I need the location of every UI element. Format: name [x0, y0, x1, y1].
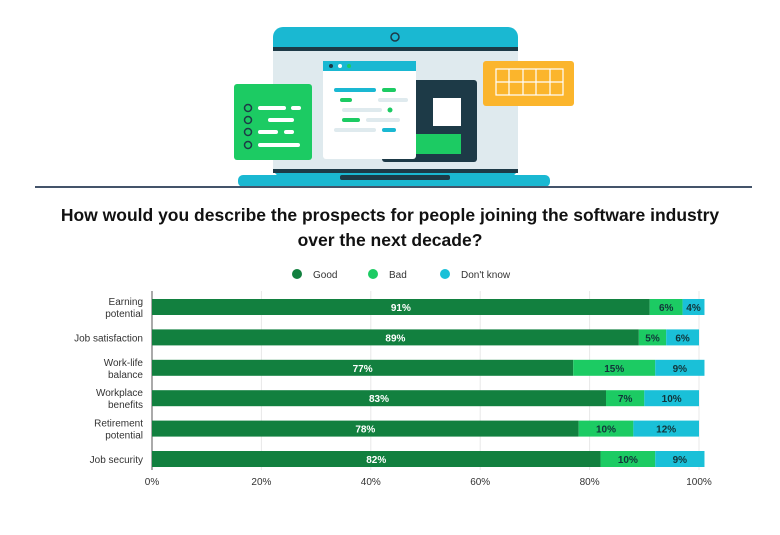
bar-segment-bad [600, 451, 656, 467]
legend-label-2: Don't know [461, 270, 511, 281]
bar-segment-bad [573, 359, 656, 376]
x-tick-label: 60% [470, 477, 490, 488]
data-label: 4% [686, 303, 701, 314]
bar-segment-bad [649, 299, 683, 315]
category-label: Job satisfaction [74, 333, 143, 344]
bar-segment-don-t-know [655, 359, 705, 376]
legend-swatch-0 [292, 269, 302, 279]
data-label: 7% [618, 394, 633, 405]
data-label: 12% [656, 425, 676, 436]
bar-segment-good [152, 390, 607, 407]
data-label: 10% [596, 425, 616, 436]
x-tick-label: 100% [686, 477, 712, 488]
data-label: 9% [673, 455, 688, 466]
separator-line [35, 186, 752, 188]
x-tick-label: 20% [251, 477, 271, 488]
bar-segment-bad [578, 420, 634, 437]
data-label: 5% [645, 333, 660, 344]
bar-segment-good [152, 420, 579, 437]
chart-title: How would you describe the prospects for… [60, 205, 720, 250]
data-label: 6% [659, 303, 674, 314]
data-label: 10% [662, 394, 682, 405]
bar-segment-good [152, 451, 601, 467]
data-label: 10% [618, 455, 638, 466]
legend-label-1: Bad [389, 270, 407, 281]
bar-segment-don-t-know [682, 299, 705, 315]
bar-segment-bad [638, 329, 667, 346]
laptop-illustration [234, 27, 574, 187]
data-label: 77% [353, 364, 373, 375]
bar-segment-good [152, 329, 639, 346]
category-label: potential [105, 431, 143, 442]
data-label: 78% [355, 425, 375, 436]
category-label: benefits [108, 400, 143, 411]
category-label: Job security [90, 455, 143, 466]
data-label: 89% [385, 333, 405, 344]
bar-segment-good [152, 299, 650, 315]
data-label: 15% [604, 364, 624, 375]
legend-label-0: Good [313, 270, 337, 281]
category-label: Earning [109, 297, 143, 308]
category-label: Workplace [96, 388, 143, 399]
data-label: 82% [366, 455, 386, 466]
x-tick-label: 80% [580, 477, 600, 488]
data-label: 9% [673, 364, 688, 375]
data-label: 83% [369, 394, 389, 405]
x-tick-label: 0% [145, 477, 160, 488]
data-label: 91% [391, 303, 411, 314]
category-label: Retirement [94, 419, 143, 430]
legend-swatch-2 [440, 269, 450, 279]
bar-segment-don-t-know [666, 329, 699, 346]
category-label: Work-life [104, 358, 144, 369]
data-label: 6% [675, 333, 690, 344]
legend-swatch-1 [368, 269, 378, 279]
bar-segment-good [152, 359, 574, 376]
bar-segment-bad [606, 390, 645, 407]
x-tick-label: 40% [361, 477, 381, 488]
bar-segment-don-t-know [633, 420, 699, 437]
bar-segment-don-t-know [644, 390, 699, 407]
bar-segment-don-t-know [655, 451, 705, 467]
category-label: potential [105, 309, 143, 320]
category-label: balance [108, 370, 143, 381]
